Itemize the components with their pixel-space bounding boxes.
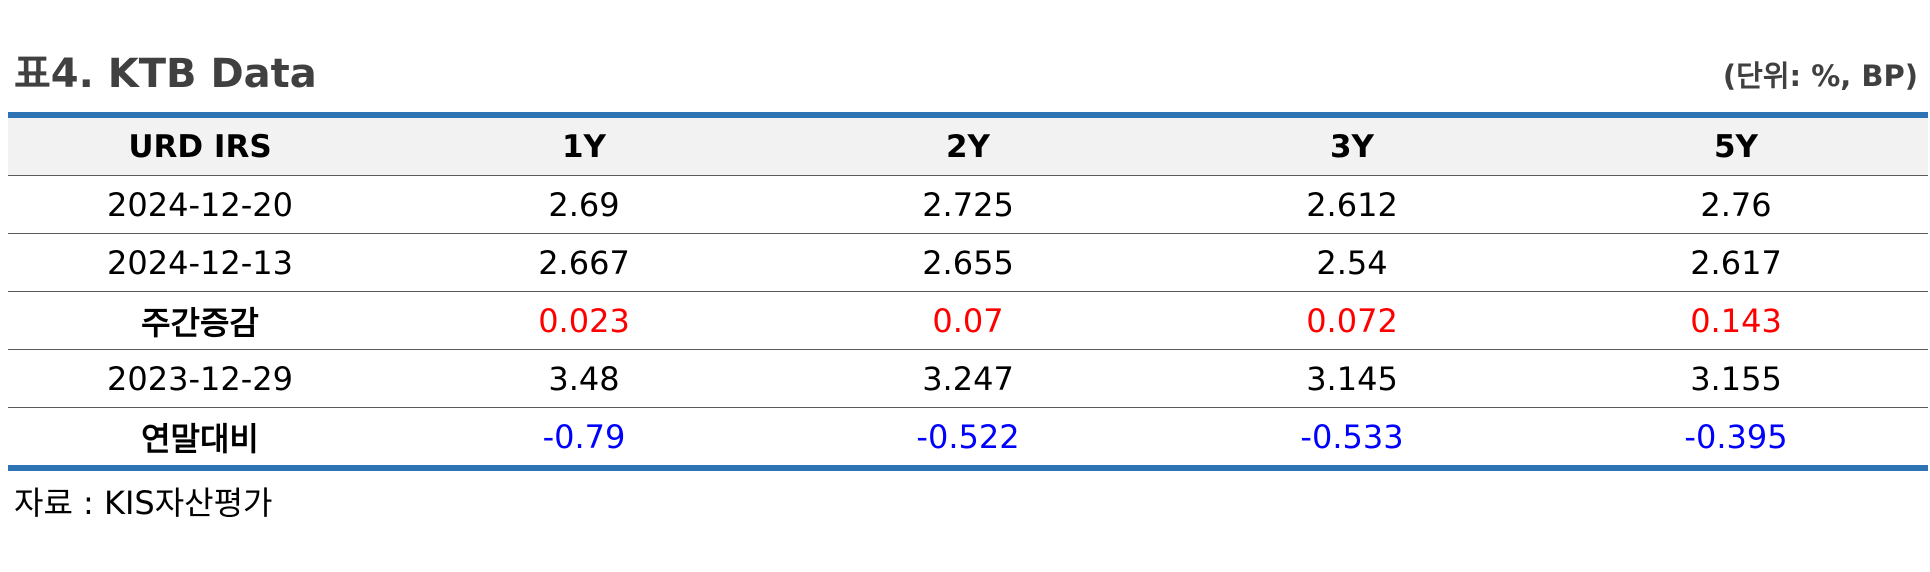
source-note: 자료 : KIS자산평가 (14, 484, 273, 522)
cell-value-change: -0.522 (916, 417, 1020, 456)
header-cell-1y: 1Y (561, 128, 607, 165)
row-label: 2024-12-20 (107, 185, 293, 224)
table-row: 2023-12-29 3.48 3.247 3.145 3.155 (8, 350, 1928, 408)
row-label: 연말대비 (141, 419, 259, 458)
cell-value-change: 0.072 (1306, 301, 1398, 340)
table-title: 표4. KTB Data (14, 51, 317, 97)
cell-value: 3.155 (1690, 359, 1782, 398)
table-header-row: URD IRS 1Y 2Y 3Y 5Y (8, 118, 1928, 176)
header-cell-3y: 3Y (1329, 128, 1375, 165)
row-label: 2024-12-13 (107, 243, 293, 282)
cell-value: 2.667 (538, 243, 630, 282)
cell-value-change: 0.07 (932, 301, 1004, 340)
ktb-data-table: URD IRS 1Y 2Y 3Y 5Y 2024-12-20 2.69 2.72… (8, 112, 1928, 471)
cell-value: 2.725 (922, 185, 1014, 224)
cell-value-change: -0.395 (1684, 417, 1788, 456)
header-cell-5y: 5Y (1713, 128, 1759, 165)
table-row-weekly-change: 주간증감 0.023 0.07 0.072 0.143 (8, 292, 1928, 350)
cell-value-change: 0.023 (538, 301, 630, 340)
cell-value: 2.76 (1700, 185, 1772, 224)
cell-value: 3.48 (548, 359, 620, 398)
unit-label: (단위: %, BP) (1722, 59, 1918, 93)
cell-value: 2.655 (922, 243, 1014, 282)
cell-value: 3.145 (1306, 359, 1398, 398)
cell-value-change: 0.143 (1690, 301, 1782, 340)
row-label: 2023-12-29 (107, 359, 293, 398)
cell-value-change: -0.533 (1300, 417, 1404, 456)
header-cell-2y: 2Y (945, 128, 991, 165)
cell-value: 2.612 (1306, 185, 1398, 224)
table-row: 2024-12-13 2.667 2.655 2.54 2.617 (8, 234, 1928, 292)
header-cell-label: URD IRS (128, 128, 272, 165)
row-label: 주간증감 (141, 303, 259, 342)
table-row-ytd-change: 연말대비 -0.79 -0.522 -0.533 -0.395 (8, 408, 1928, 465)
table-row: 2024-12-20 2.69 2.725 2.612 2.76 (8, 176, 1928, 234)
cell-value-change: -0.79 (542, 417, 626, 456)
cell-value: 3.247 (922, 359, 1014, 398)
cell-value: 2.69 (548, 185, 620, 224)
cell-value: 2.54 (1316, 243, 1388, 282)
cell-value: 2.617 (1690, 243, 1782, 282)
